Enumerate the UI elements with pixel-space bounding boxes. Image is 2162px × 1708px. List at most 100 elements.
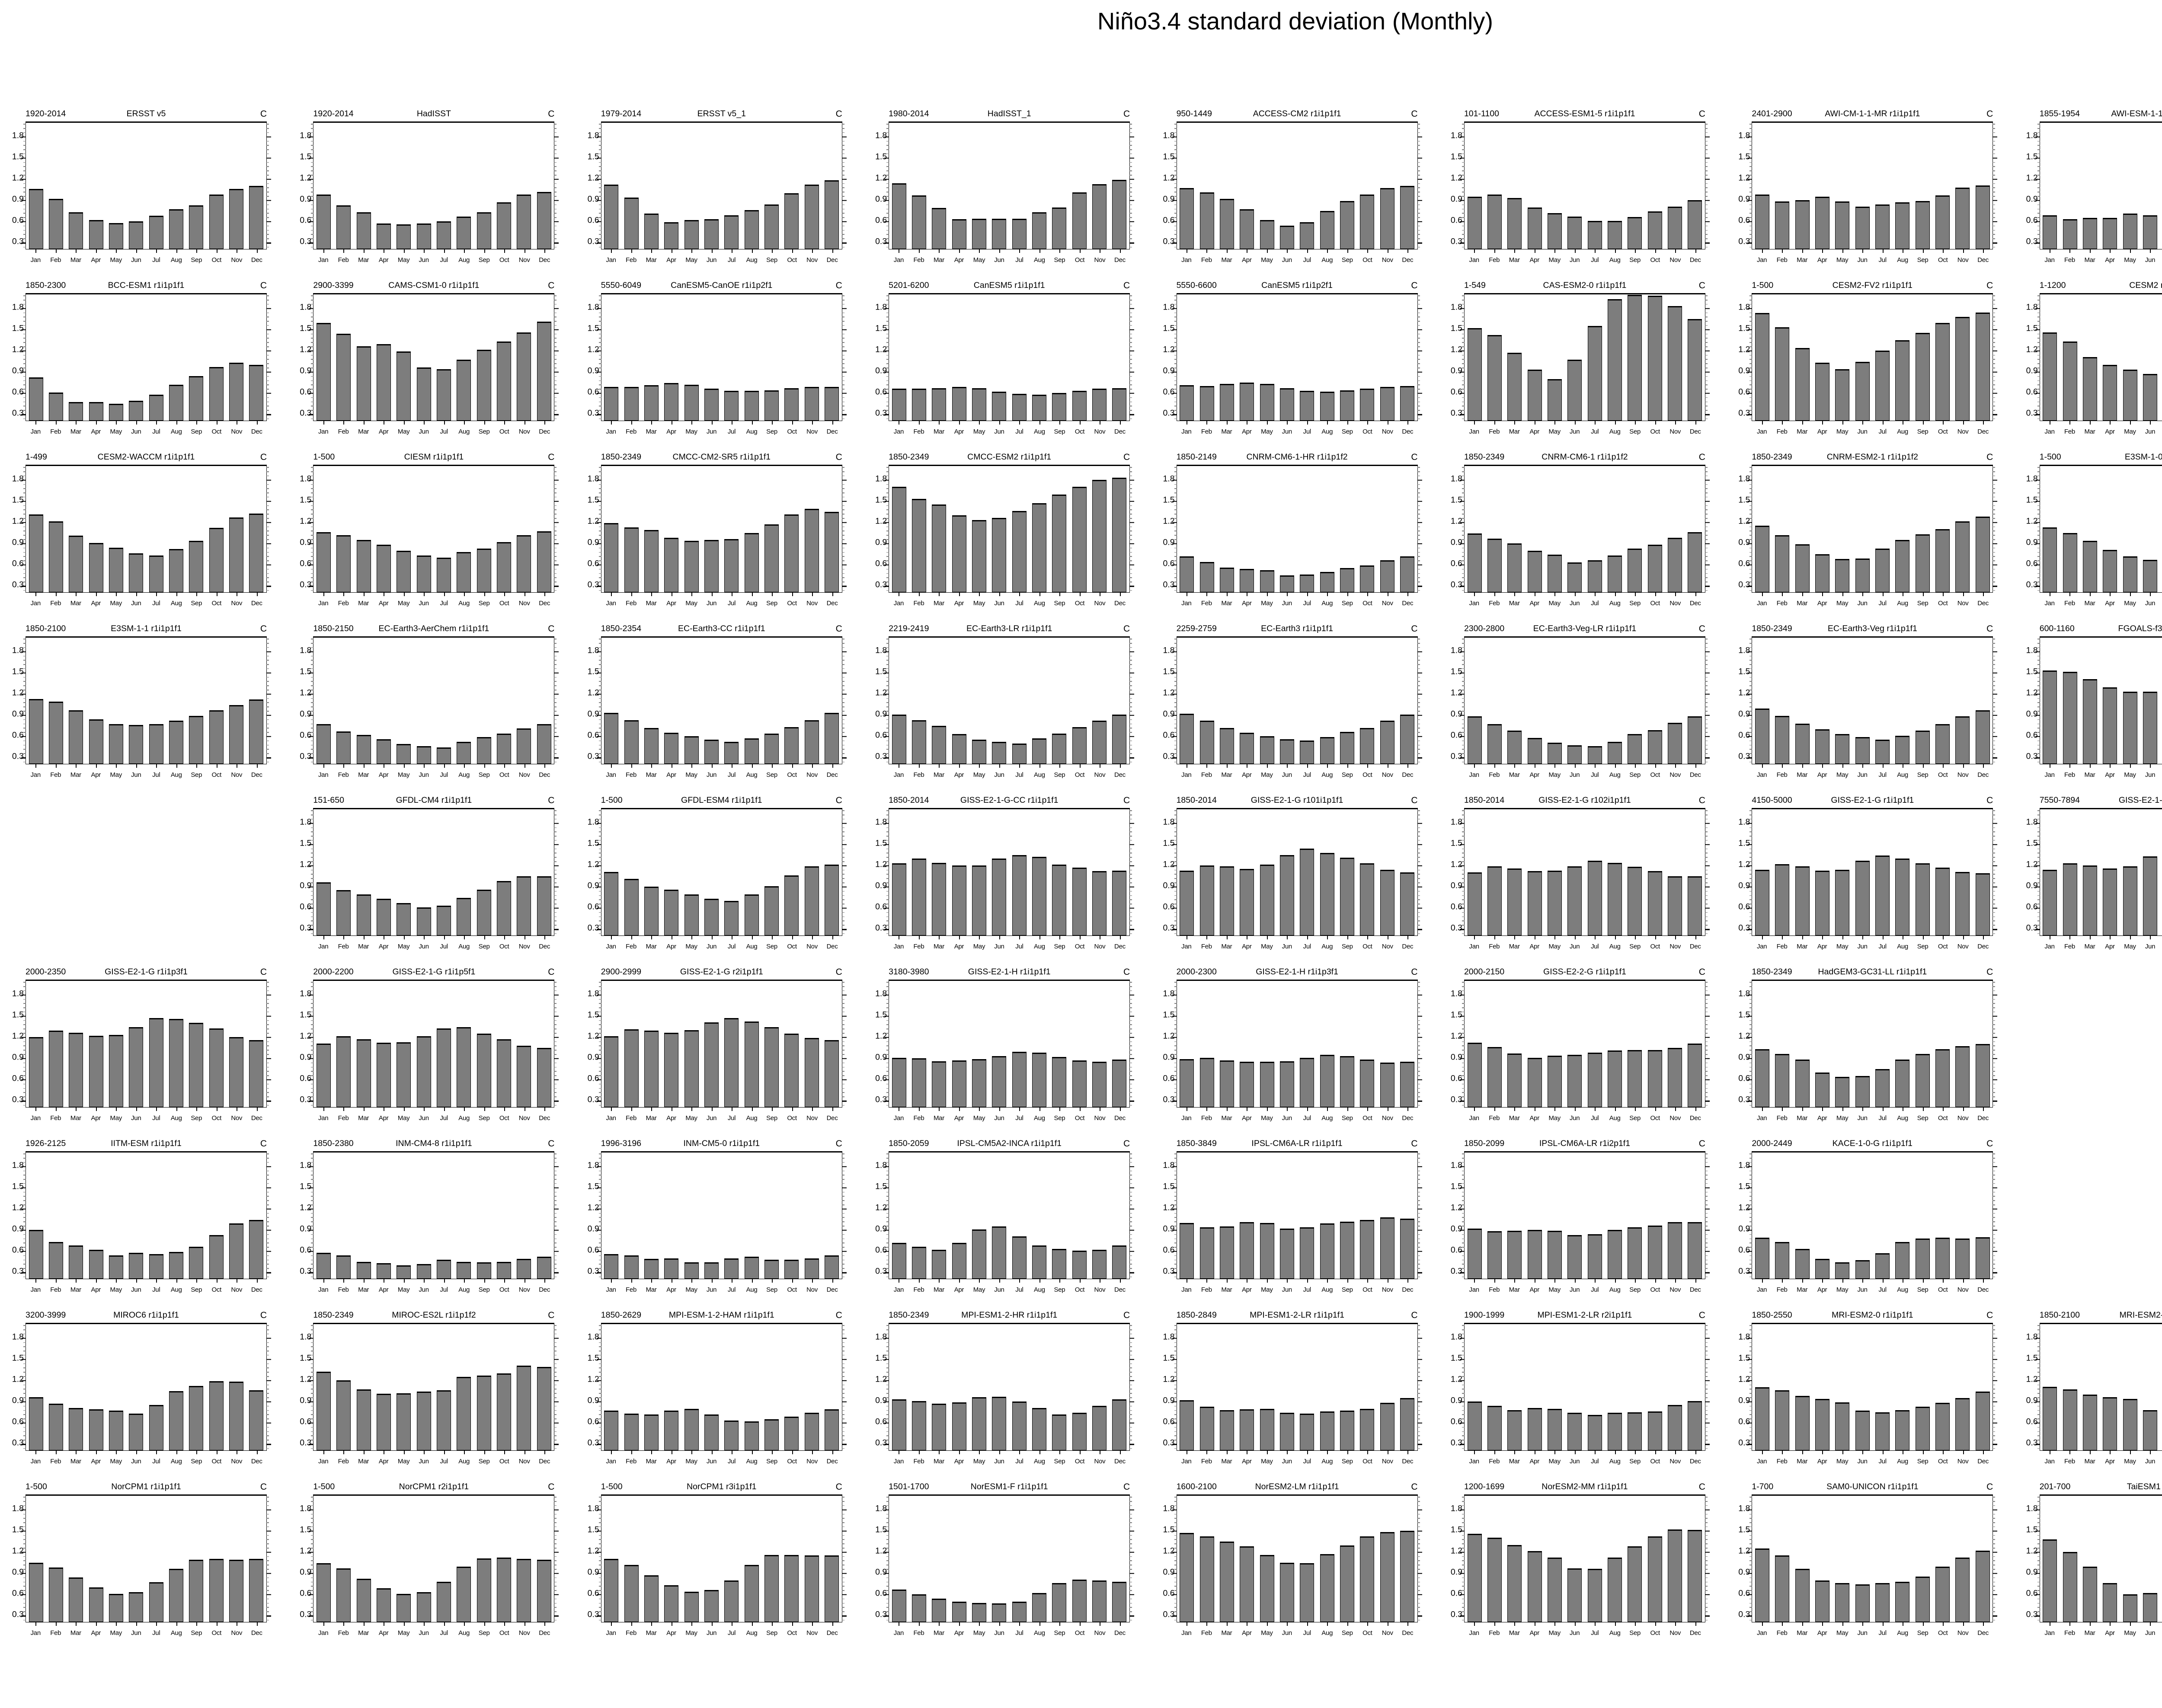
x-tick — [1782, 421, 1783, 425]
y-major-tick — [1992, 564, 1998, 566]
y-minor-tick — [1129, 698, 1132, 699]
y-minor-tick — [886, 547, 889, 549]
month-label: Feb — [1489, 256, 1500, 264]
month-label: Jan — [2044, 256, 2055, 264]
month-label: Nov — [518, 428, 530, 435]
bar-jun — [704, 740, 719, 764]
plot-box — [21, 980, 271, 1111]
bar-may — [1835, 559, 1850, 592]
y-major-tick — [21, 651, 26, 652]
y-minor-tick — [266, 497, 269, 498]
y-major-tick — [1129, 886, 1135, 888]
y-minor-tick — [1992, 560, 1996, 561]
bar-oct — [1647, 295, 1662, 421]
y-minor-tick — [1749, 333, 1753, 335]
y-minor-tick — [1992, 467, 1996, 468]
month-label: Jun — [1570, 943, 1580, 950]
bar-mar — [2083, 679, 2098, 764]
y-minor-tick — [1749, 505, 1753, 506]
y-minor-tick — [1462, 325, 1465, 326]
y-minor-tick — [1992, 831, 1996, 833]
y-major-tick — [841, 585, 847, 587]
plot-box — [1172, 636, 1422, 768]
y-minor-tick — [266, 132, 269, 133]
panel-cmcc-cm2-sr5-r1i1p1f1: 1850-2349 CMCC-CM2-SR5 r1i1p1f1 C Jan Feb… — [576, 449, 864, 621]
y-tick-label: 1.2 — [1163, 516, 1175, 526]
y-tick-label: 1.2 — [1450, 345, 1462, 354]
month-label: Jan — [2044, 771, 2055, 779]
y-minor-tick — [554, 573, 557, 574]
month-label: Jul — [152, 428, 160, 435]
y-minor-tick — [1749, 484, 1753, 485]
y-minor-tick — [1417, 556, 1420, 557]
panel-model-name: EC-Earth3-Veg-LR r1i1p1f1 — [1533, 624, 1637, 633]
y-minor-tick — [1417, 359, 1420, 360]
plot-box — [2035, 121, 2162, 253]
y-minor-tick — [311, 1105, 314, 1106]
y-tick-label: 1.8 — [300, 302, 312, 312]
bar-feb — [1487, 538, 1502, 592]
y-minor-tick — [1705, 509, 1708, 511]
y-tick-label: 1.2 — [12, 516, 24, 526]
y-minor-tick — [311, 655, 314, 657]
panel-year-range: 2900-3399 — [313, 281, 354, 290]
y-minor-tick — [1705, 655, 1708, 657]
y-minor-tick — [1174, 912, 1177, 913]
y-minor-tick — [1417, 166, 1420, 167]
plot-box — [596, 808, 847, 939]
x-tick — [752, 935, 753, 939]
y-minor-tick — [266, 999, 269, 1000]
y-minor-tick — [554, 488, 557, 489]
y-minor-tick — [23, 338, 26, 339]
y-minor-tick — [841, 346, 844, 347]
y-major-tick — [884, 907, 889, 909]
y-minor-tick — [886, 664, 889, 665]
month-label: May — [1261, 600, 1273, 607]
month-label: Feb — [1201, 428, 1212, 435]
y-minor-tick — [554, 685, 557, 686]
month-label: Jun — [1282, 943, 1292, 950]
bar-sep — [189, 205, 204, 249]
x-tick — [979, 421, 980, 425]
y-minor-tick — [1417, 295, 1420, 297]
y-tick-label: 0.6 — [1163, 215, 1175, 225]
panel-corner-label: C — [1411, 624, 1418, 634]
y-minor-tick — [1174, 660, 1177, 661]
month-label: Feb — [2064, 771, 2075, 779]
bar-oct — [1935, 323, 1950, 421]
bar-nov — [1955, 521, 1970, 592]
bar-dec — [537, 876, 551, 935]
y-minor-tick — [2037, 124, 2040, 125]
y-major-tick — [309, 200, 314, 201]
y-major-tick — [884, 886, 889, 888]
y-minor-tick — [554, 920, 557, 922]
y-major-tick — [841, 929, 847, 930]
y-minor-tick — [1705, 333, 1708, 335]
month-label: May — [685, 943, 697, 950]
bar-jan — [892, 863, 906, 935]
y-minor-tick — [1174, 819, 1177, 820]
x-tick — [1882, 421, 1884, 425]
y-minor-tick — [1749, 128, 1753, 129]
y-minor-tick — [311, 878, 314, 879]
y-major-tick — [1747, 844, 1753, 846]
month-label: Jul — [727, 943, 736, 950]
y-major-tick — [1992, 672, 1998, 674]
month-label: Sep — [191, 1114, 202, 1122]
month-label: Feb — [2064, 600, 2075, 607]
month-label: Mar — [1797, 943, 1808, 950]
month-label: Oct — [1650, 600, 1660, 607]
y-major-tick — [554, 1037, 559, 1038]
y-major-tick — [1992, 844, 1998, 846]
y-minor-tick — [2037, 247, 2040, 248]
y-minor-tick — [1705, 647, 1708, 648]
y-major-tick — [266, 414, 271, 415]
y-minor-tick — [1174, 471, 1177, 472]
y-minor-tick — [1992, 719, 1996, 720]
month-label: Nov — [1094, 771, 1106, 779]
plot-box — [1747, 636, 1998, 768]
y-major-tick — [841, 308, 847, 309]
y-tick-label: 0.6 — [1163, 559, 1175, 568]
